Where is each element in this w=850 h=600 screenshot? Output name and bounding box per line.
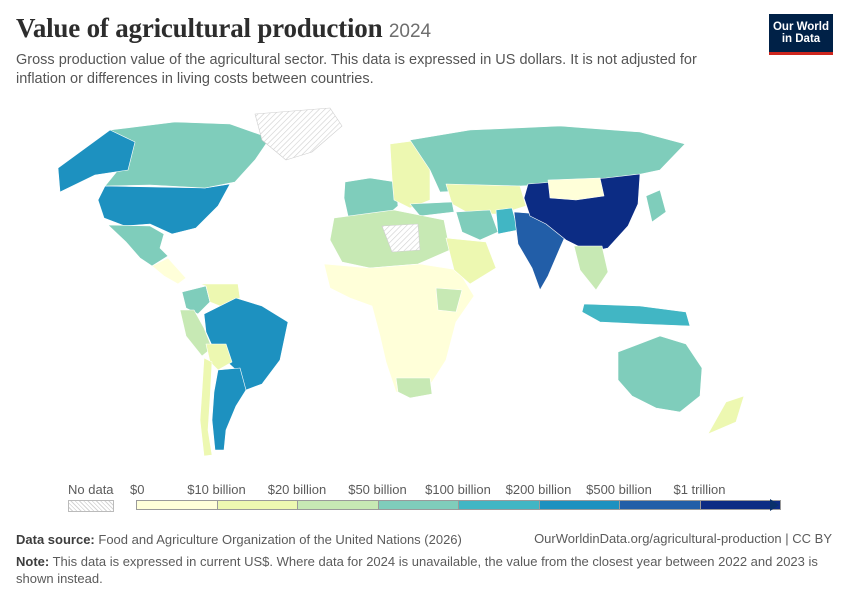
source-label: Data source: <box>16 532 95 547</box>
note-text: This data is expressed in current US$. W… <box>16 554 818 586</box>
legend-tick-label: $100 billion <box>425 482 491 497</box>
color-legend: No data $0 $10 billion $20 billion $50 bill… <box>0 478 850 518</box>
legend-bin-7 <box>699 500 781 510</box>
chart-subtitle: Gross production value of the agricultur… <box>16 52 697 87</box>
country-kazakhstan[interactable] <box>445 183 527 215</box>
legend-bin-6 <box>619 500 701 510</box>
country-mongolia[interactable] <box>547 177 605 201</box>
country-iran[interactable] <box>455 209 499 241</box>
legend-tick-label: $500 billion <box>586 482 652 497</box>
legend-arrow-icon <box>770 499 779 511</box>
source-text[interactable]: Food and Agriculture Organization of the… <box>98 532 462 547</box>
country-ethiopia[interactable] <box>435 287 463 313</box>
world-map[interactable] <box>0 100 850 475</box>
country-australia[interactable] <box>617 335 703 413</box>
legend-bin-5 <box>538 500 620 510</box>
country-united-states[interactable] <box>97 183 231 235</box>
legend-bin-1 <box>216 500 298 510</box>
legend-tick-label: $10 billion <box>187 482 246 497</box>
country-central-america[interactable] <box>151 257 187 285</box>
logo-line-2: in Data <box>781 33 821 45</box>
legend-tick-label: $1 trillion <box>673 482 726 497</box>
country-mexico[interactable] <box>107 224 169 267</box>
country-japan[interactable] <box>645 189 667 223</box>
country-new-zealand[interactable] <box>707 395 745 435</box>
country-chile[interactable] <box>199 357 213 457</box>
logo-line-1: Our World <box>772 20 829 33</box>
country-argentina[interactable] <box>211 367 247 451</box>
country-greenland[interactable] <box>254 107 343 161</box>
data-source: Data source: Food and Agriculture Organi… <box>16 531 832 548</box>
legend-bins: $0 $10 billion $20 billion $50 billion $100 … <box>0 478 850 518</box>
chart-title-row: Value of agricultural production 2024 <box>16 13 730 44</box>
legend-bin-0 <box>136 500 218 510</box>
country-bolivia[interactable] <box>205 343 233 371</box>
country-turkey[interactable] <box>409 201 455 217</box>
chart-title: Value of agricultural production <box>16 13 383 43</box>
owid-logo[interactable]: Our World in Data <box>769 14 833 55</box>
legend-nodata-label: No data <box>68 482 114 497</box>
country-libya[interactable] <box>381 223 421 253</box>
legend-tick-label: $200 billion <box>505 482 572 497</box>
legend-nodata-swatch <box>68 500 114 512</box>
legend-tick-label: $20 billion <box>267 482 327 497</box>
legend-bin-4 <box>458 500 540 510</box>
country-alaska-us[interactable] <box>57 129 136 193</box>
country-sub-saharan-africa[interactable] <box>323 263 475 393</box>
country-russia[interactable] <box>409 125 686 193</box>
country-indonesia[interactable] <box>581 303 691 327</box>
country-southeast-asia[interactable] <box>573 245 609 291</box>
legend-tick-label: $0 <box>130 482 145 497</box>
chart-note: Note: This data is expressed in current … <box>16 553 832 587</box>
chart-year: 2024 <box>388 21 432 42</box>
legend-bin-2 <box>297 500 379 510</box>
country-colombia[interactable] <box>181 285 211 315</box>
chart-url-credit[interactable]: OurWorldinData.org/agricultural-producti… <box>534 531 832 546</box>
legend-tick-label: $50 billion <box>348 482 407 497</box>
country-south-africa[interactable] <box>395 377 433 399</box>
note-label: Note: <box>16 554 50 569</box>
country-arabian-peninsula[interactable] <box>445 237 497 285</box>
legend-bin-3 <box>377 500 459 510</box>
